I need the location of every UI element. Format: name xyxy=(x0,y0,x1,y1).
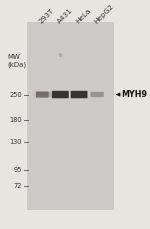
Bar xyxy=(57,93,58,96)
Text: HepG2: HepG2 xyxy=(93,3,115,25)
Text: 250: 250 xyxy=(9,92,22,98)
FancyBboxPatch shape xyxy=(90,92,104,97)
Text: MW
(kDa): MW (kDa) xyxy=(8,54,27,68)
Text: 293T: 293T xyxy=(38,7,55,25)
Bar xyxy=(48,92,49,97)
FancyBboxPatch shape xyxy=(36,91,49,98)
Text: 95: 95 xyxy=(14,167,22,173)
Bar xyxy=(27,22,114,210)
Bar xyxy=(56,93,57,96)
Text: 72: 72 xyxy=(14,183,22,189)
Bar xyxy=(34,93,35,97)
Bar xyxy=(36,92,37,97)
Bar xyxy=(33,93,34,96)
Text: 180: 180 xyxy=(10,117,22,123)
Circle shape xyxy=(59,54,61,57)
Bar xyxy=(54,93,56,96)
FancyBboxPatch shape xyxy=(71,91,87,98)
Bar xyxy=(54,93,55,96)
Bar xyxy=(55,93,56,96)
Text: HeLa: HeLa xyxy=(75,7,92,25)
Bar xyxy=(51,93,52,97)
Bar xyxy=(32,93,33,96)
Text: 130: 130 xyxy=(10,139,22,144)
Bar xyxy=(58,93,59,96)
Bar xyxy=(50,92,51,97)
Bar xyxy=(35,92,36,97)
Bar xyxy=(53,93,54,96)
Bar xyxy=(52,93,53,96)
FancyBboxPatch shape xyxy=(52,91,69,98)
Text: A431: A431 xyxy=(56,7,74,25)
Bar xyxy=(49,92,50,97)
Text: MYH9: MYH9 xyxy=(121,90,147,99)
